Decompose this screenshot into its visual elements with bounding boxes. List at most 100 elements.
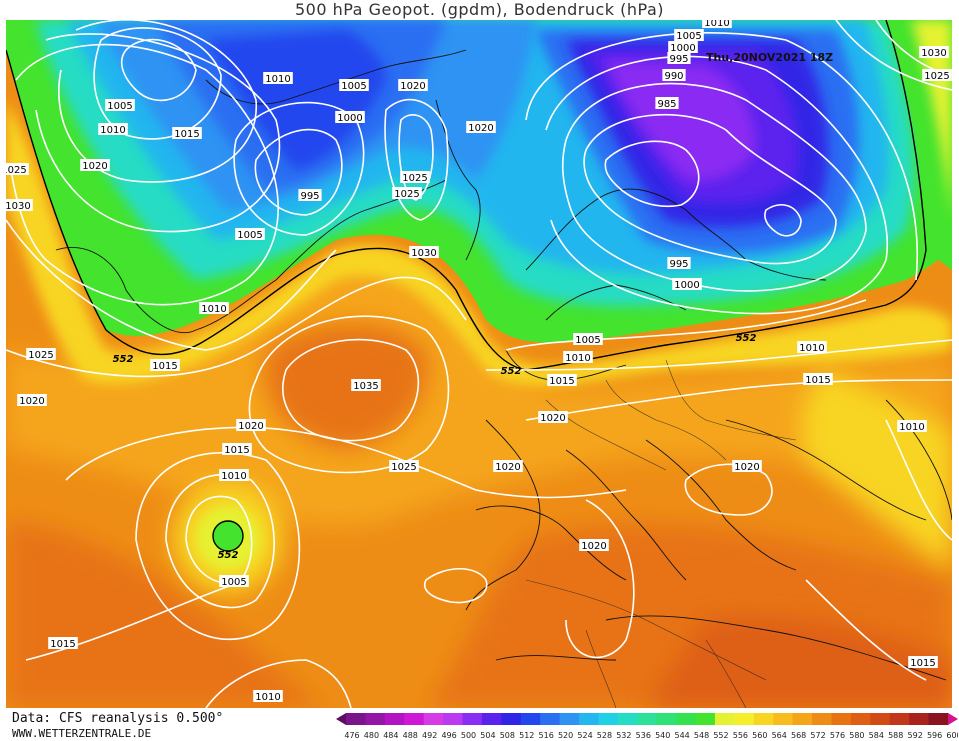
colorbar-swatch <box>734 713 755 725</box>
isobar-label-text: 1020 <box>400 81 425 92</box>
geopotential-label-text: 552 <box>736 333 757 344</box>
colorbar-tick-label: 516 <box>539 731 554 740</box>
colorbar-swatch <box>637 713 658 725</box>
colorbar-tick-label: 480 <box>364 731 379 740</box>
colorbar-tick-label: 504 <box>480 731 495 740</box>
colorbar-swatch <box>520 713 541 725</box>
isobar-label: 1015 <box>803 373 833 386</box>
colorbar-tick-label: 496 <box>441 731 456 740</box>
geopotential-label: 552 <box>736 333 757 344</box>
isobar-label-text: 995 <box>300 191 319 202</box>
colorbar-swatch <box>481 713 502 725</box>
colorbar-swatch <box>850 713 871 725</box>
isobar-label-text: 1030 <box>6 201 31 212</box>
isobar-label: 1000 <box>672 278 702 291</box>
isobar-label: 1020 <box>732 460 762 473</box>
colorbar-tick-label: 576 <box>830 731 845 740</box>
isobar-label-text: 1020 <box>581 541 606 552</box>
colorbar-tick-label: 492 <box>422 731 437 740</box>
colorbar-swatch <box>540 713 561 725</box>
isobar-label: 1010 <box>98 123 128 136</box>
colorbar-tick-label: 588 <box>888 731 903 740</box>
isobar-label: 995 <box>667 257 691 270</box>
isobar-label: 1010 <box>563 351 593 364</box>
geopotential-label-text: 552 <box>113 354 134 365</box>
colorbar-swatch <box>889 713 910 725</box>
isobar-label-text: 1005 <box>237 230 262 241</box>
geopotential-label: 552 <box>113 354 134 365</box>
colorbar-tick-label: 488 <box>403 731 418 740</box>
colorbar-tick-label: 536 <box>636 731 651 740</box>
colorbar-swatch <box>773 713 794 725</box>
isobar-label-text: 1010 <box>704 20 729 29</box>
colorbar-tick-label: 540 <box>655 731 670 740</box>
isobar-label: 995 <box>298 189 322 202</box>
isobar-label-text: 1025 <box>924 71 949 82</box>
isobar-label: 1035 <box>351 379 381 392</box>
colorbar-swatch <box>909 713 930 725</box>
website-credit: WWW.WETTERZENTRALE.DE <box>12 727 152 740</box>
isobar-label-text: 1015 <box>549 376 574 387</box>
colorbar-swatch <box>695 713 716 725</box>
isobar-label: 1025 <box>26 348 56 361</box>
isobar-label: 1020 <box>236 419 266 432</box>
colorbar-tick-label: 600 <box>946 731 958 740</box>
colorbar-swatch <box>384 713 405 725</box>
colorbar-swatch <box>617 713 638 725</box>
isobar-label-text: 1025 <box>6 165 27 176</box>
isobar-label-text: 1000 <box>674 280 699 291</box>
isobar-label-text: 1005 <box>575 335 600 346</box>
isobar-label: 1005 <box>339 79 369 92</box>
data-source: Data: CFS reanalysis 0.500° <box>12 711 224 726</box>
colorbar-tick-label: 500 <box>461 731 476 740</box>
geopotential-label: 552 <box>218 550 239 561</box>
colorbar-tick-label: 544 <box>674 731 689 740</box>
isobar-label: 1010 <box>263 72 293 85</box>
colorbar-upper-arrow <box>948 713 958 725</box>
isobar-label: 1020 <box>538 411 568 424</box>
colorbar-tick-label: 520 <box>558 731 573 740</box>
isobar-label: 1005 <box>219 575 249 588</box>
isobar-label: 1030 <box>409 246 439 259</box>
isobar-label: 1030 <box>919 46 949 59</box>
isobar-label: 1010 <box>219 469 249 482</box>
isobar-label: 1025 <box>392 187 422 200</box>
colorbar-swatches <box>336 713 958 725</box>
colorbar-tick-label: 484 <box>383 731 398 740</box>
colorbar-swatch <box>870 713 891 725</box>
isobar-label-text: 1010 <box>565 353 590 364</box>
colorbar-swatch <box>812 713 832 725</box>
isobar-label: 995 <box>667 52 691 65</box>
colorbar-tick-label: 524 <box>577 731 592 740</box>
geopotential-label: 552 <box>501 366 522 377</box>
colorbar-tick-label: 512 <box>519 731 534 740</box>
isobar-label: 1020 <box>579 539 609 552</box>
isobar-label: 1015 <box>547 374 577 387</box>
isobar-label-text: 1010 <box>100 125 125 136</box>
colorbar-swatch <box>714 713 735 725</box>
isobar-label: 1010 <box>702 20 732 29</box>
colorbar-tick-label: 564 <box>772 731 787 740</box>
colorbar-swatch <box>753 713 774 725</box>
isobar-label-text: 1000 <box>337 113 362 124</box>
isobar-label-text: 1025 <box>394 189 419 200</box>
colorbar-swatch <box>792 713 813 725</box>
isobar-label: 1005 <box>674 29 704 42</box>
colorbar-tick-label: 476 <box>344 731 359 740</box>
isobar-label: 1020 <box>398 79 428 92</box>
isobar-label-text: 1015 <box>152 361 177 372</box>
isobar-label-text: 1025 <box>28 350 53 361</box>
colorbar-swatch <box>831 713 852 725</box>
isobar-label-text: 1035 <box>353 381 378 392</box>
isobar-label-text: 1010 <box>221 471 246 482</box>
colorbar-tick-label: 528 <box>597 731 612 740</box>
valid-time: Thu,20NOV2021 18Z <box>706 51 833 64</box>
colorbar-swatch <box>462 713 483 725</box>
isobar-label-text: 1020 <box>82 161 107 172</box>
isobar-label-text: 1015 <box>805 375 830 386</box>
isobar-label-text: 1025 <box>402 173 427 184</box>
isobar-label-text: 1015 <box>224 445 249 456</box>
isobar-label: 1010 <box>797 341 827 354</box>
isobar-label: 990 <box>662 69 686 82</box>
political-borders <box>525 359 797 708</box>
